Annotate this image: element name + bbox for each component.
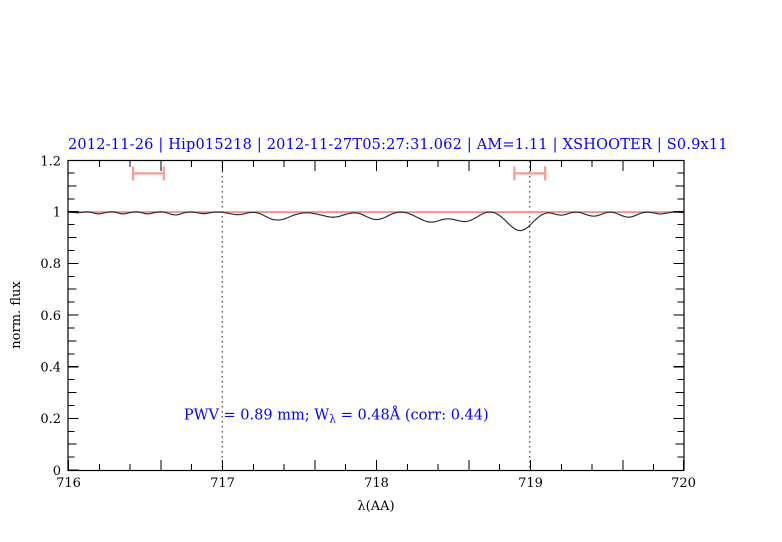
xtick-label-716: 716	[56, 476, 81, 491]
y-axis-ticks	[68, 159, 79, 471]
pwv-annotation: PWV = 0.89 mm; Wλ = 0.48Å (corr: 0.44)	[184, 406, 489, 426]
spectrum-trace	[67, 211, 685, 232]
ytick-label-1: 1	[53, 206, 61, 221]
plot-title: 2012-11-26 | Hip015218 | 2012-11-27T05:2…	[68, 137, 728, 153]
ytick-label-0-2: 0.2	[40, 412, 61, 427]
xtick-label-718: 718	[364, 476, 389, 491]
ytick-label-0-6: 0.6	[40, 309, 61, 324]
ytick-label-0-4: 0.4	[40, 361, 61, 376]
ytick-label-0-8: 0.8	[40, 257, 61, 272]
plot-frame	[67, 159, 685, 472]
error-bar-marker-right	[513, 166, 547, 181]
y-axis-ticks-right	[673, 172, 684, 458]
ytick-label-1-2: 1.2	[40, 155, 61, 170]
x-axis-ticks	[67, 460, 685, 470]
x-axis-label: λ(AA)	[357, 499, 394, 514]
pwv-annotation-prefix: PWV = 0.89 mm; W	[184, 408, 329, 424]
pwv-annotation-suffix: = 0.48Å (corr: 0.44)	[336, 406, 489, 424]
error-bar-marker-left	[131, 166, 165, 181]
ytick-label-0: 0	[53, 464, 61, 479]
y-axis-label: norm. flux	[9, 281, 24, 349]
pwv-annotation-subscript: λ	[329, 413, 336, 426]
xtick-label-717: 717	[210, 476, 235, 491]
xtick-label-720: 720	[671, 476, 696, 491]
x-axis-ticks-top	[98, 161, 655, 171]
xtick-label-719: 719	[518, 476, 543, 491]
